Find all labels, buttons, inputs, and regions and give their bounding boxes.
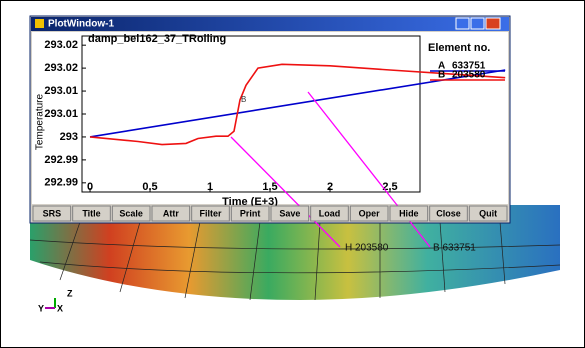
legend-letter: B	[438, 70, 445, 81]
y-axis-label: Temperature	[35, 93, 46, 150]
triad-label: X	[57, 303, 63, 313]
y-tick-label: 293.01	[44, 85, 78, 97]
triad-label: Y	[38, 303, 44, 313]
toolbar-button-label[interactable]: Scale	[119, 208, 143, 218]
point-marker: B	[241, 95, 246, 104]
toolbar-button-label[interactable]: Print	[240, 208, 261, 218]
screen: PlotWindow-1 damp_bel162_37_TRolling Tim…	[0, 0, 585, 348]
minimize-button[interactable]	[456, 18, 469, 29]
y-tick-label: 293.01	[44, 108, 78, 120]
toolbar-button-label[interactable]: Hide	[399, 208, 419, 218]
y-tick-label: 293.02	[44, 62, 78, 74]
toolbar-button-label[interactable]: Close	[436, 208, 461, 218]
toolbar-button-label[interactable]: Save	[279, 208, 300, 218]
toolbar-button-label[interactable]: Title	[82, 208, 100, 218]
toolbar-button-label[interactable]: Attr	[163, 208, 179, 218]
y-tick-label: 293.02	[44, 39, 78, 51]
toolbar-button-label[interactable]: Load	[319, 208, 341, 218]
legend-name: 203580	[452, 70, 486, 81]
maximize-button[interactable]	[471, 18, 484, 29]
toolbar-button-label[interactable]: Oper	[359, 208, 381, 218]
toolbar-button-label[interactable]: Quit	[479, 208, 497, 218]
window-icon	[35, 19, 44, 28]
plot-canvas	[32, 32, 508, 204]
legend-title: Element no.	[428, 42, 490, 54]
annotation: B 633751	[433, 243, 476, 254]
y-tick-label: 292.99	[44, 177, 78, 189]
close-window-button[interactable]	[486, 18, 500, 29]
triad-label: Z	[67, 288, 73, 298]
annotation: H 203580	[345, 243, 389, 254]
y-tick-label: 292.99	[44, 154, 78, 166]
plot-title: damp_bel162_37_TRolling	[88, 33, 226, 45]
window-title: PlotWindow-1	[48, 19, 114, 30]
toolbar-button-label[interactable]: SRS	[43, 208, 62, 218]
toolbar-button-label[interactable]: Filter	[199, 208, 222, 218]
y-tick-label: 293	[60, 131, 78, 143]
